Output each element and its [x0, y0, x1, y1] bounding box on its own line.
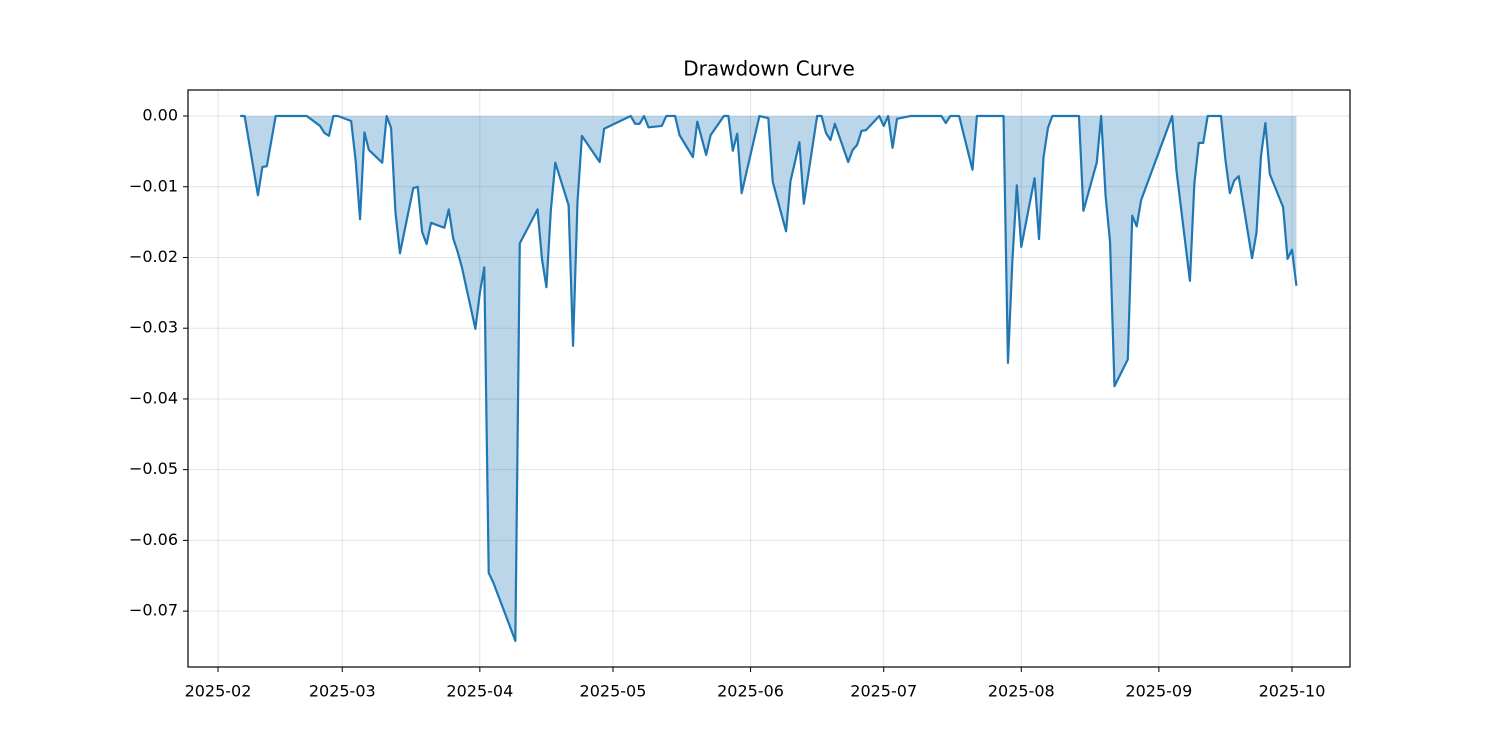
y-tick-label: −0.01 [129, 176, 178, 195]
x-tick-label: 2025-06 [717, 682, 784, 701]
y-tick-label: −0.07 [129, 601, 178, 620]
y-tick-label: 0.00 [142, 106, 178, 125]
x-tick-label: 2025-04 [446, 682, 513, 701]
plot-frame [187, 89, 1351, 668]
y-tick-label: −0.03 [129, 318, 178, 337]
x-tick-label: 2025-09 [1125, 682, 1192, 701]
drawdown-line [240, 114, 1298, 642]
chart-title: Drawdown Curve [683, 57, 855, 81]
drawdown-area [240, 116, 1297, 641]
y-tick-label: −0.02 [129, 247, 178, 266]
y-tick-label: −0.05 [129, 459, 178, 478]
y-tick-label: −0.06 [129, 530, 178, 549]
x-tick-label: 2025-08 [988, 682, 1055, 701]
y-tick-label: −0.04 [129, 388, 178, 407]
x-tick-label: 2025-05 [580, 682, 647, 701]
x-tick-label: 2025-07 [850, 682, 917, 701]
x-tick-label: 2025-03 [309, 682, 376, 701]
x-tick-label: 2025-02 [185, 682, 252, 701]
x-tick-label: 2025-10 [1259, 682, 1326, 701]
